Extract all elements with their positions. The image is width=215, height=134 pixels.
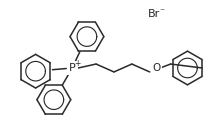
Text: P: P (69, 63, 76, 73)
Text: Br: Br (148, 9, 160, 19)
Text: O: O (153, 63, 161, 73)
Text: ⁻: ⁻ (160, 8, 165, 18)
Text: +: + (75, 59, 81, 68)
